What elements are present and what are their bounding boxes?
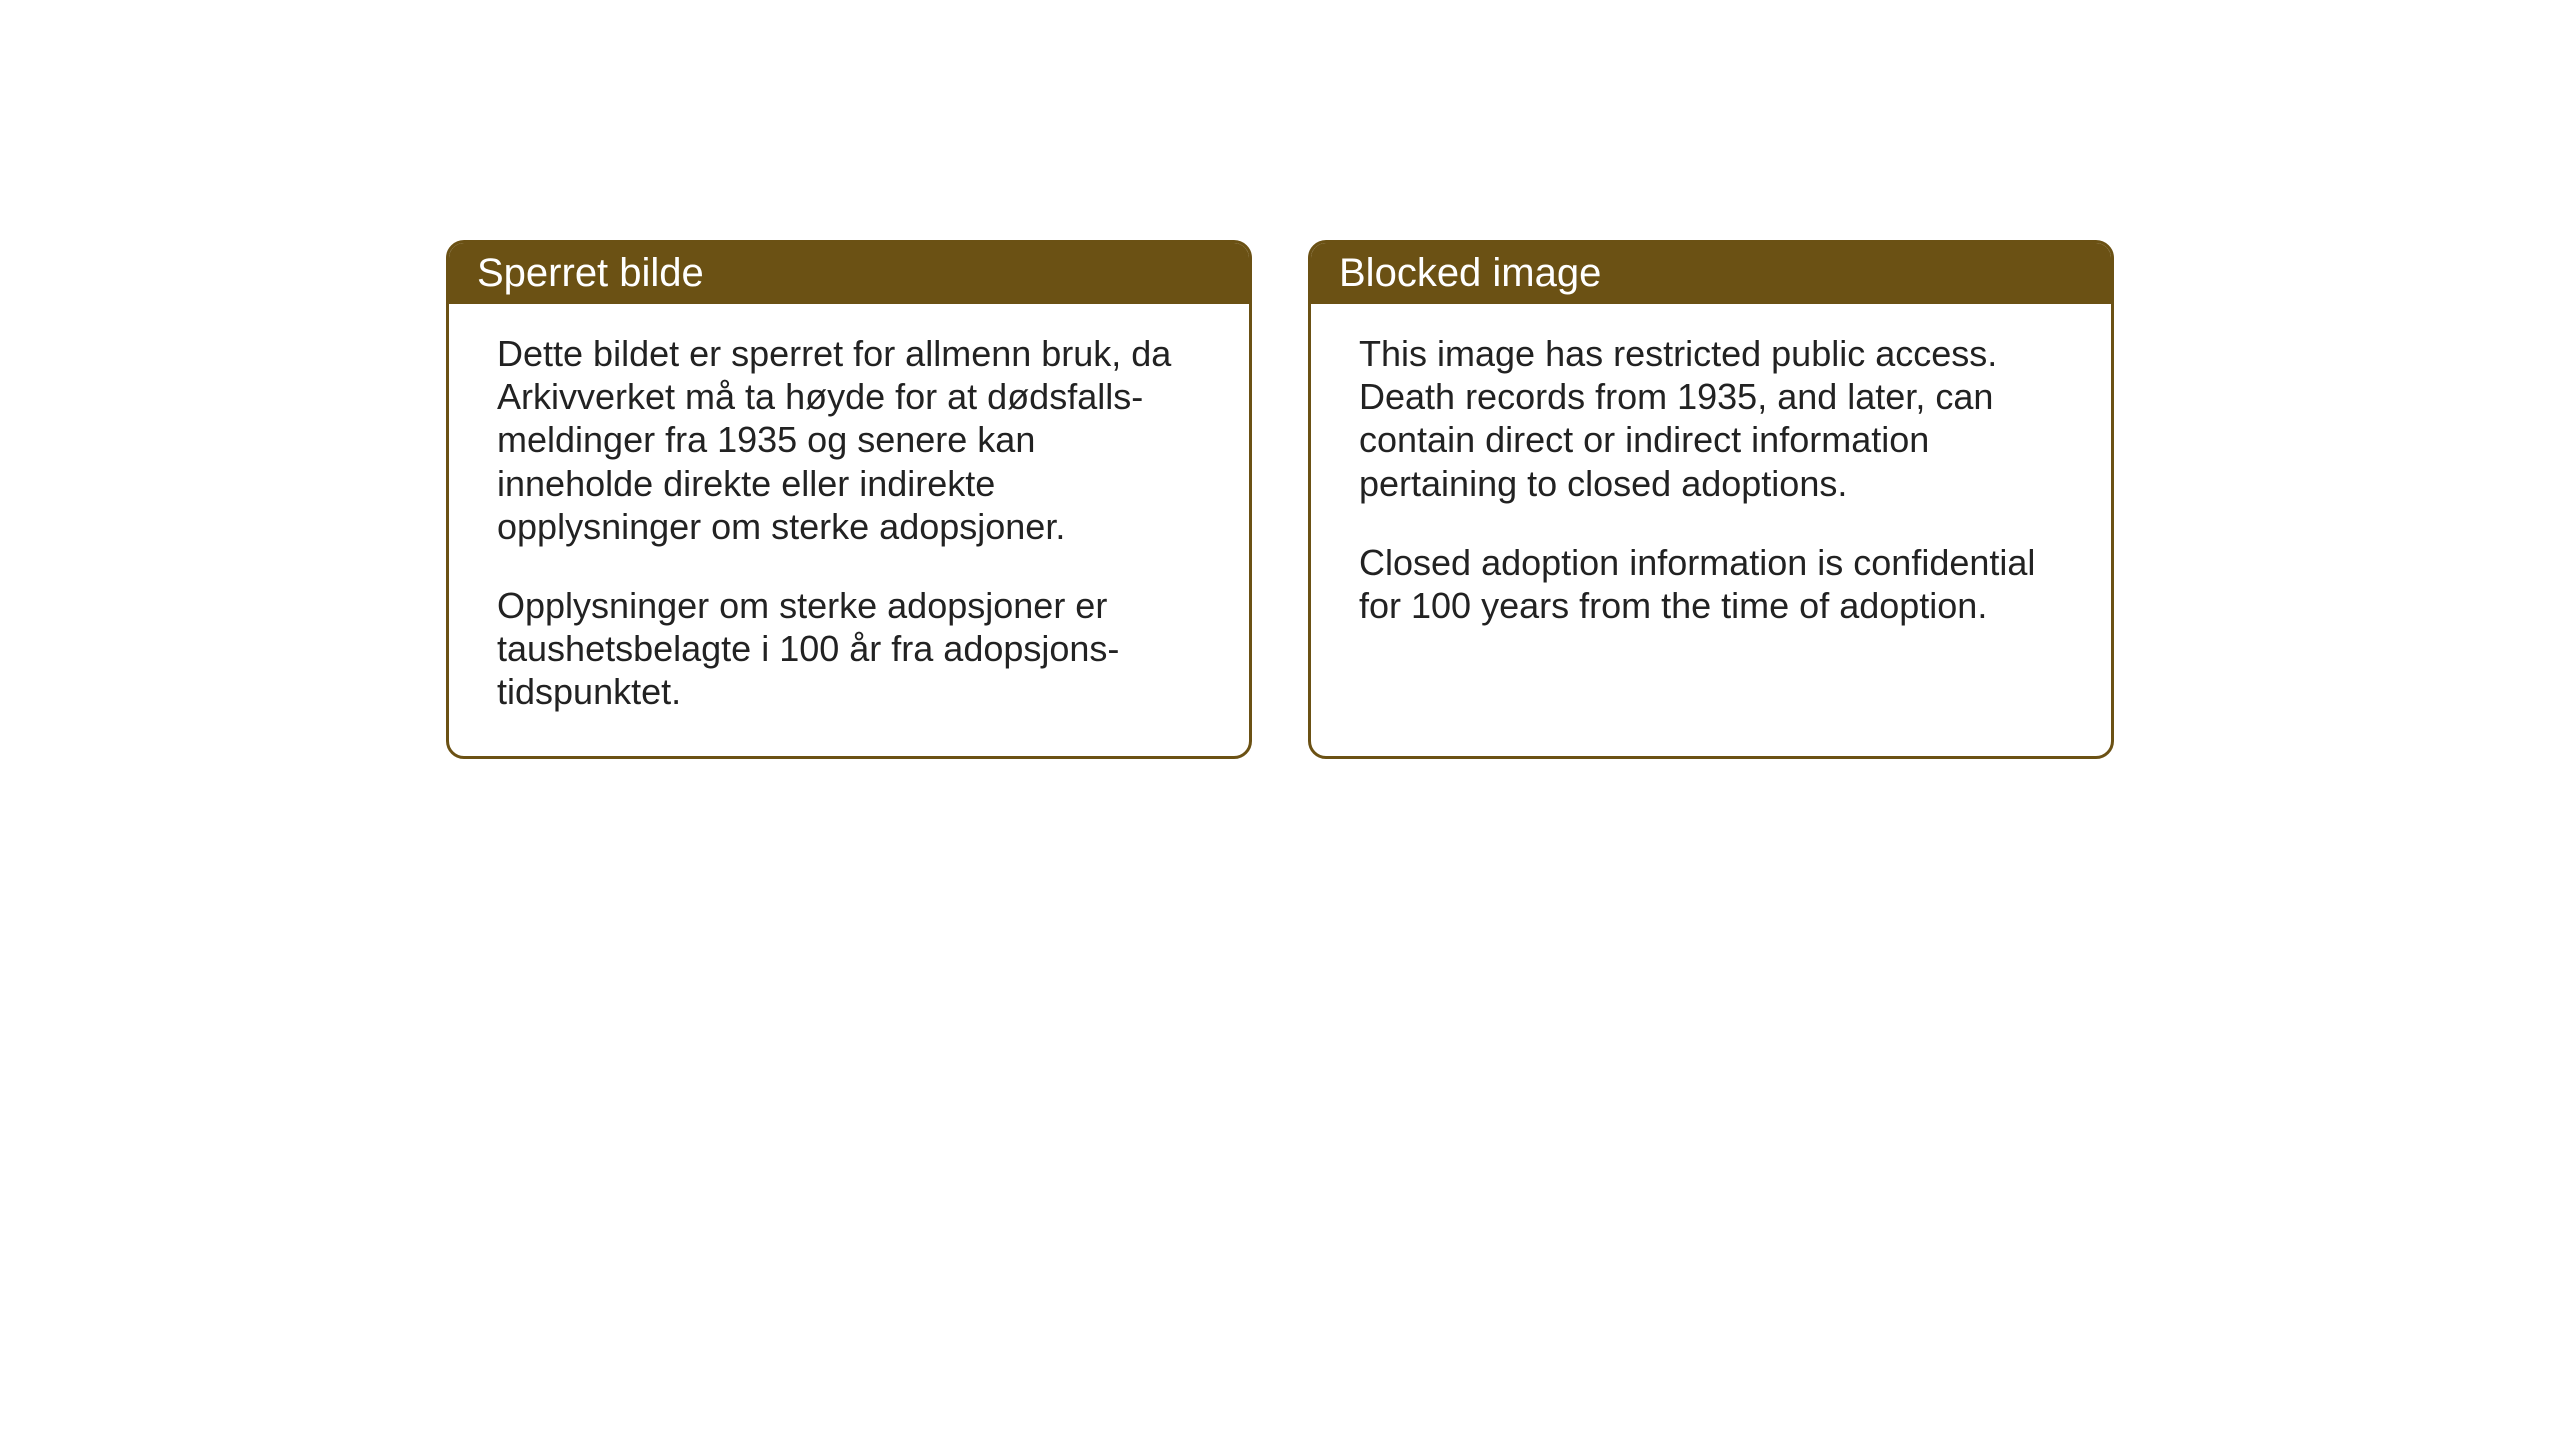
norwegian-paragraph-1: Dette bildet er sperret for allmenn bruk… — [497, 332, 1201, 548]
english-card-header: Blocked image — [1311, 243, 2111, 304]
norwegian-card-body: Dette bildet er sperret for allmenn bruk… — [449, 304, 1249, 756]
english-card-body: This image has restricted public access.… — [1311, 304, 2111, 669]
english-notice-card: Blocked image This image has restricted … — [1308, 240, 2114, 759]
notice-container: Sperret bilde Dette bildet er sperret fo… — [446, 240, 2114, 759]
norwegian-header-text: Sperret bilde — [477, 251, 704, 295]
english-paragraph-1: This image has restricted public access.… — [1359, 332, 2063, 505]
english-paragraph-2: Closed adoption information is confident… — [1359, 541, 2063, 627]
norwegian-card-header: Sperret bilde — [449, 243, 1249, 304]
english-header-text: Blocked image — [1339, 251, 1601, 295]
norwegian-paragraph-2: Opplysninger om sterke adopsjoner er tau… — [497, 584, 1201, 714]
norwegian-notice-card: Sperret bilde Dette bildet er sperret fo… — [446, 240, 1252, 759]
